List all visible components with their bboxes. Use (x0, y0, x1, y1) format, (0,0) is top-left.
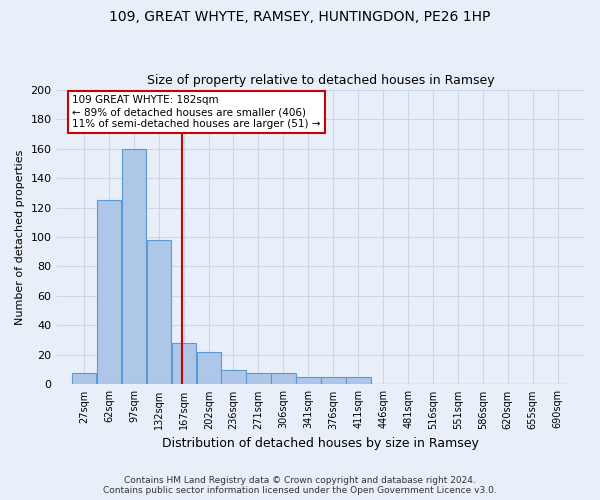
Bar (271, 372, 296, 384)
Title: Size of property relative to detached houses in Ramsey: Size of property relative to detached ho… (147, 74, 494, 87)
Bar (72, 372, 96, 384)
Text: 109, GREAT WHYTE, RAMSEY, HUNTINGDON, PE26 1HP: 109, GREAT WHYTE, RAMSEY, HUNTINGDON, PE… (109, 10, 491, 24)
Bar (346, 377, 371, 384)
Text: Contains HM Land Registry data © Crown copyright and database right 2024.
Contai: Contains HM Land Registry data © Crown c… (103, 476, 497, 495)
Bar (147, 240, 171, 384)
Bar (221, 370, 245, 384)
Bar (321, 377, 346, 384)
Y-axis label: Number of detached properties: Number of detached properties (15, 150, 25, 324)
Bar (172, 343, 196, 384)
Bar (197, 352, 221, 384)
Bar (246, 372, 271, 384)
Text: 109 GREAT WHYTE: 182sqm
← 89% of detached houses are smaller (406)
11% of semi-d: 109 GREAT WHYTE: 182sqm ← 89% of detache… (72, 96, 321, 128)
Bar (296, 377, 320, 384)
Bar (97, 200, 121, 384)
X-axis label: Distribution of detached houses by size in Ramsey: Distribution of detached houses by size … (163, 437, 479, 450)
Bar (122, 148, 146, 384)
